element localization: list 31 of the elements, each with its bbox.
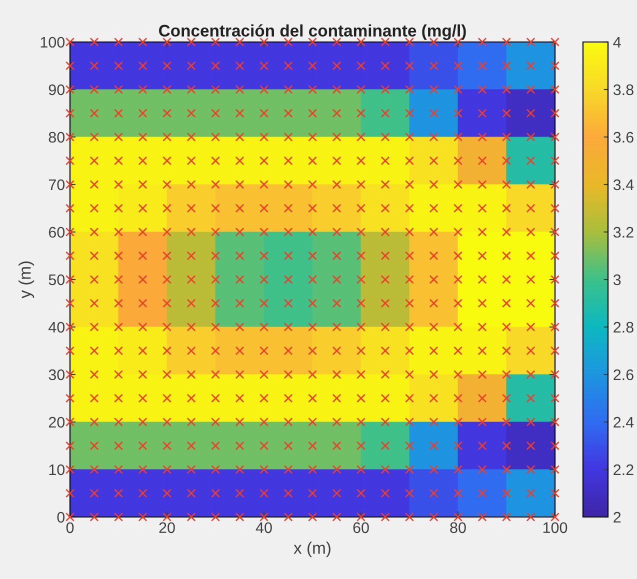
color-bar-label: 3.6 [613,132,634,143]
x-tick-label: 40 [256,522,272,534]
y-tick-label: 70 [48,179,65,190]
color-bar-label: 2.2 [614,464,634,476]
y-axis-title: y (m) [18,262,34,298]
y-tick-label: 90 [48,84,65,96]
x-tick-label: 0 [66,522,74,534]
y-tick-label: 50 [48,274,65,286]
y-tick-label: 60 [48,226,65,238]
y-tick-label: 10 [49,464,65,476]
color-bar-label: 3 [613,274,621,286]
x-tick-label: 20 [159,522,175,534]
x-axis-title: x (m) [294,542,330,558]
color-bar-label: 3.8 [613,84,634,96]
color-bar-label: 2.6 [614,369,634,380]
y-tick-label: 0 [57,512,65,523]
color-bar-label: 3.2 [613,226,634,238]
color-bar-label: 2.4 [614,416,634,428]
color-bar-label: 2.8 [614,322,634,333]
color-bar-label: 2 [614,512,621,523]
y-tick-label: 100 [40,36,65,48]
color-bar-label: 4 [613,37,621,48]
y-tick-label: 30 [48,369,65,380]
y-tick-label: 20 [48,416,65,428]
x-tick-label: 60 [353,522,369,534]
y-tick-label: 80 [48,132,65,143]
x-tick-label: 100 [543,522,568,534]
y-tick-label: 40 [48,322,65,333]
x-tick-label: 80 [450,522,466,534]
chart-title: Concentración del contaminante (mg/l) [159,24,466,40]
color-bar-label: 3.4 [613,179,634,190]
